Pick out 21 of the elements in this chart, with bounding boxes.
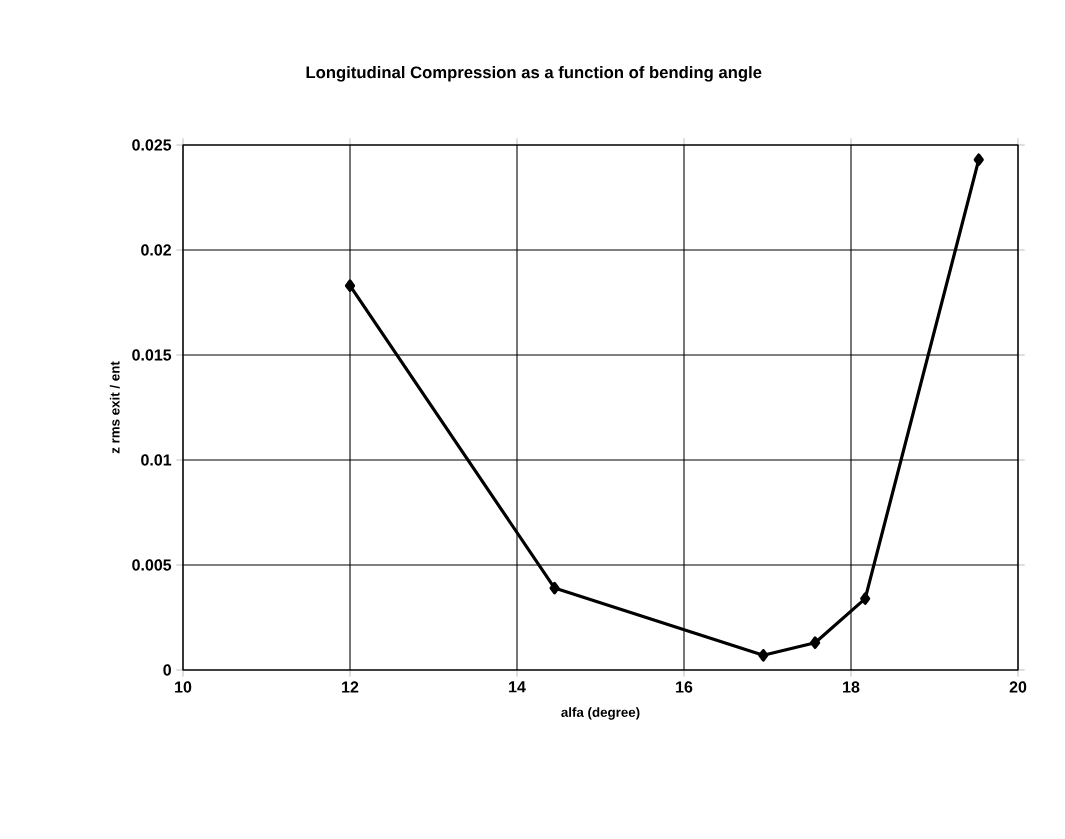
point — [810, 636, 821, 649]
y-axis-title: z rms exit / ent — [109, 361, 120, 454]
point — [549, 581, 560, 595]
y-tick-label: 0.015 — [132, 349, 172, 361]
y-tick-label: 0.025 — [132, 139, 172, 151]
y-tick-label: 0.01 — [141, 454, 172, 466]
chart-title: Longitudinal Compression as a function of bending angle — [306, 66, 762, 82]
point — [344, 279, 356, 292]
y-tick-label: 0 — [163, 664, 171, 676]
x-tick-label: 10 — [175, 681, 192, 693]
y-tick-label: 0.005 — [132, 559, 172, 571]
y-tick-label: 0.02 — [141, 244, 171, 256]
x-tick-label: 12 — [342, 681, 359, 693]
x-tick-label: 20 — [1009, 681, 1027, 693]
x-tick-label: 14 — [509, 681, 526, 693]
x-axis-title: alfa (degree) — [561, 707, 640, 720]
point — [860, 592, 871, 605]
point — [973, 153, 984, 166]
x-tick-label: 16 — [676, 681, 693, 693]
x-tick-label: 18 — [843, 681, 860, 693]
point — [758, 649, 769, 662]
